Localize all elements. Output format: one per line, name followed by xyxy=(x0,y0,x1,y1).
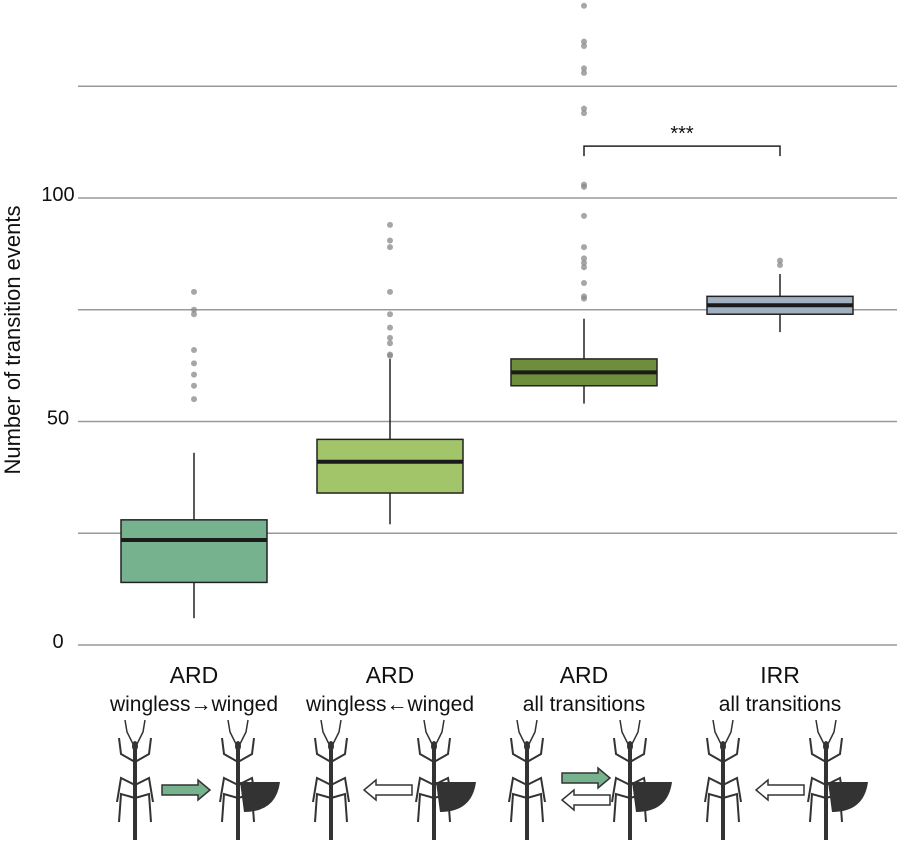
x-tick-sublabel: wingless←winged xyxy=(305,693,474,716)
outlier xyxy=(387,244,393,251)
outlier xyxy=(387,352,393,359)
outlier xyxy=(581,264,587,271)
outlier xyxy=(581,105,587,112)
outlier xyxy=(191,371,197,378)
outlier xyxy=(581,110,587,117)
outlier xyxy=(581,43,587,50)
outlier xyxy=(581,183,587,190)
outlier xyxy=(387,221,393,228)
outlier xyxy=(387,288,393,295)
y-tick-label: 0 xyxy=(52,631,63,653)
outlier xyxy=(581,259,587,266)
outlier xyxy=(387,340,393,347)
box xyxy=(120,519,268,584)
outlier xyxy=(191,311,197,318)
significance-label: *** xyxy=(670,123,694,145)
x-tick-sublabel: all transitions xyxy=(523,693,646,716)
x-tick-label: ARD xyxy=(560,662,609,688)
outlier xyxy=(581,69,587,76)
x-tick-sublabel: all transitions xyxy=(719,693,842,716)
x-tick-label: IRR xyxy=(760,662,800,688)
outlier xyxy=(581,2,587,9)
outlier xyxy=(387,237,393,244)
y-axis-label: Number of transition events xyxy=(0,205,25,474)
outlier xyxy=(581,244,587,251)
outlier xyxy=(191,306,197,313)
outlier xyxy=(581,255,587,262)
outlier xyxy=(581,38,587,45)
y-tick-label: 100 xyxy=(41,184,74,206)
x-tick-sublabel: wingless→winged xyxy=(109,693,278,716)
outlier xyxy=(581,279,587,286)
box xyxy=(316,438,464,494)
outlier xyxy=(387,311,393,318)
outlier xyxy=(191,396,197,403)
outlier xyxy=(581,212,587,219)
outlier xyxy=(581,295,587,302)
x-tick-label: ARD xyxy=(170,662,219,688)
outlier xyxy=(191,346,197,353)
outlier xyxy=(581,65,587,72)
outlier xyxy=(191,360,197,367)
outlier xyxy=(387,334,393,341)
outlier xyxy=(777,262,783,269)
outlier xyxy=(191,382,197,389)
significance-bracket xyxy=(583,145,781,157)
icons xyxy=(115,718,868,842)
outlier xyxy=(191,288,197,295)
x-tick-label: ARD xyxy=(366,662,415,688)
outlier xyxy=(777,257,783,264)
y-tick-label: 50 xyxy=(47,408,69,430)
outlier xyxy=(387,324,393,331)
